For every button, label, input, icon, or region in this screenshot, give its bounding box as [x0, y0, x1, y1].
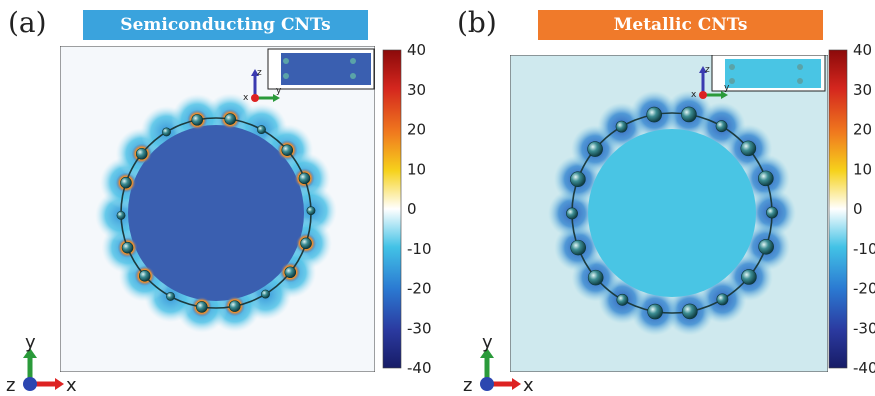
colorbar: 40 30 20 10 0 -10 -20 -30 -40 — [828, 44, 875, 377]
y-axis-label: y — [482, 338, 493, 353]
panel-title-banner: Semiconducting CNTs — [83, 10, 368, 40]
carbon-atom — [224, 113, 236, 125]
z-axis-label: z — [463, 375, 472, 396]
axes-triad: y z x — [6, 338, 77, 396]
carbon-atom — [166, 291, 175, 301]
carbon-atom — [138, 270, 151, 282]
panel-metallic: (b) Metallic CNTs — [437, 0, 875, 396]
potential-map — [60, 46, 375, 372]
colorbar: 40 30 20 10 0 -10 -20 -30 -40 — [382, 44, 432, 377]
inset-axes-triad: z x y — [691, 65, 730, 100]
carbon-atom — [758, 170, 774, 187]
inset-x-label: x — [243, 93, 249, 103]
carbon-atom — [647, 303, 663, 320]
carbon-atom — [646, 106, 662, 123]
carbon-atom — [587, 269, 604, 286]
carbon-atom — [715, 120, 728, 133]
carbon-atom — [196, 301, 208, 313]
side-view-inset — [267, 48, 375, 90]
carbon-atom — [766, 206, 778, 219]
carbon-atom — [587, 141, 603, 157]
carbon-atom — [284, 266, 297, 279]
colorbar-tick-label: 30 — [853, 81, 872, 99]
inset-x-label: x — [691, 90, 697, 100]
inset-z-label: z — [257, 68, 262, 78]
inset-y-label: y — [276, 86, 282, 96]
inset-z-label: z — [705, 65, 710, 75]
potential-map — [510, 55, 828, 372]
colorbar-tick-label: -30 — [853, 319, 875, 337]
carbon-atom — [570, 239, 586, 256]
carbon-atom — [306, 206, 316, 216]
axes-triad: y z x — [463, 338, 534, 396]
carbon-atom — [566, 207, 578, 220]
colorbar-tick-label: 40 — [407, 44, 426, 59]
carbon-ring — [116, 113, 316, 313]
carbon-atom — [228, 300, 241, 312]
carbon-atom — [758, 238, 774, 255]
carbon-atom — [162, 127, 171, 137]
colorbar-tick-label: -20 — [407, 280, 432, 298]
colorbar-tick-label: -10 — [853, 240, 875, 258]
inset-axes-triad: z x y — [243, 68, 282, 103]
colorbar-tick-label: 0 — [853, 200, 863, 218]
carbon-atom — [741, 269, 757, 285]
carbon-atom — [120, 176, 132, 189]
colorbar-tick-label: -20 — [853, 280, 875, 298]
colorbar-tick-label: -40 — [407, 359, 432, 377]
carbon-atom — [300, 237, 312, 250]
colorbar-tick-label: -40 — [853, 359, 875, 377]
tube-interior — [128, 125, 304, 301]
inset-y-label: y — [724, 83, 730, 93]
side-view-inset — [711, 55, 826, 92]
carbon-atom — [616, 293, 629, 306]
colorbar-tick-label: 0 — [407, 200, 417, 218]
carbon-atom — [281, 144, 294, 156]
colorbar-tick-label: -30 — [407, 319, 432, 337]
tube-interior — [588, 129, 756, 297]
colorbar-tick-label: 10 — [853, 160, 872, 178]
colorbar-tick-label: 20 — [853, 121, 872, 139]
carbon-atom — [191, 114, 204, 126]
z-axis-label: z — [6, 375, 15, 396]
carbon-atom — [615, 120, 628, 133]
carbon-atom — [682, 303, 698, 320]
carbon-atom — [570, 171, 586, 188]
x-axis-label: x — [523, 375, 534, 396]
carbon-atom — [261, 289, 270, 299]
y-axis-label: y — [25, 338, 36, 353]
carbon-atom — [681, 106, 697, 123]
carbon-ring — [566, 106, 778, 320]
carbon-atom — [298, 172, 311, 185]
colorbar-tick-label: 40 — [853, 44, 872, 59]
colorbar-tick-label: 30 — [407, 81, 426, 99]
carbon-atom — [257, 125, 266, 135]
panel-semiconducting: (a) Semiconducting CNTs — [0, 0, 437, 396]
colorbar-tick-label: -10 — [407, 240, 432, 258]
panel-title-banner: Metallic CNTs — [538, 10, 823, 40]
carbon-atom — [116, 210, 126, 220]
carbon-atom — [716, 293, 729, 306]
colorbar-tick-label: 20 — [407, 121, 426, 139]
x-axis-label: x — [66, 375, 77, 396]
carbon-atom — [740, 140, 757, 157]
panel-label: (b) — [457, 6, 497, 39]
panel-label: (a) — [8, 6, 47, 39]
colorbar-tick-label: 10 — [407, 160, 426, 178]
carbon-atom — [135, 147, 148, 160]
carbon-atom — [121, 241, 134, 254]
